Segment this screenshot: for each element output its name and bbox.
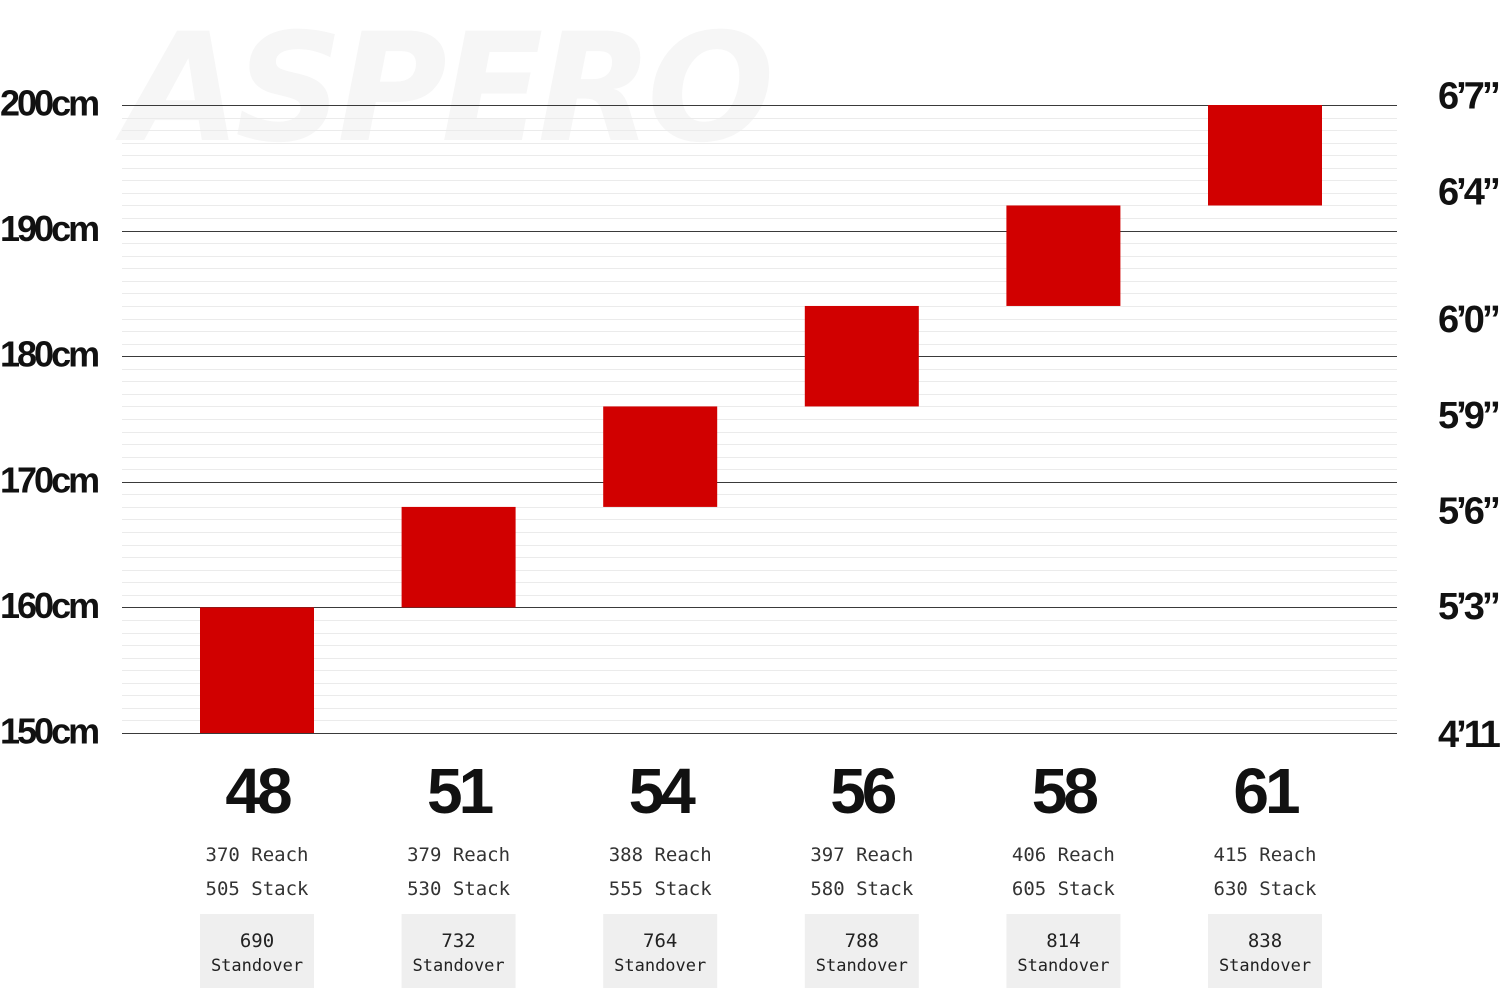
- standover-value: 690: [240, 930, 274, 952]
- reach-value: 370 Reach: [206, 844, 309, 866]
- reach-value: 397 Reach: [810, 844, 913, 866]
- stack-value: 580 Stack: [810, 878, 914, 900]
- standover-box: [1208, 914, 1322, 988]
- frame-size-label: 48: [225, 755, 291, 827]
- right-tick-label: 6’0”: [1438, 299, 1499, 341]
- standover-label: Standover: [211, 956, 303, 976]
- frame-size-label: 61: [1233, 755, 1299, 827]
- right-tick-label: 5’3”: [1438, 586, 1499, 628]
- right-tick-label: 6’7”: [1438, 76, 1499, 118]
- major-gridlines: [122, 105, 1397, 734]
- reach-value: 388 Reach: [609, 844, 712, 866]
- standover-value: 764: [643, 930, 677, 952]
- left-tick-label: 150cm: [0, 711, 98, 752]
- right-tick-label: 6’4”: [1438, 171, 1499, 213]
- height-range-bar: [1208, 105, 1322, 206]
- frame-size-label: 58: [1032, 755, 1098, 827]
- standover-value: 788: [845, 930, 879, 952]
- standover-label: Standover: [614, 956, 706, 976]
- standover-value: 838: [1248, 930, 1282, 952]
- standover-value: 732: [441, 930, 475, 952]
- height-range-bar: [1006, 205, 1121, 306]
- height-range-bars: [200, 105, 1322, 733]
- left-tick-label: 180cm: [0, 334, 98, 375]
- standover-box: [603, 914, 718, 988]
- reach-value: 379 Reach: [407, 844, 510, 866]
- left-axis-cm: 200cm 190cm 180cm 170cm 160cm 150cm: [0, 83, 101, 752]
- standover-label: Standover: [816, 956, 908, 976]
- frame-size-labels: 48 51 54 56 58 61: [225, 755, 1303, 827]
- standover-label: Standover: [1017, 956, 1109, 976]
- minor-gridlines: [122, 118, 1397, 721]
- left-tick-label: 170cm: [0, 459, 98, 500]
- left-tick-label: 160cm: [0, 585, 98, 626]
- frame-size-label: 56: [830, 755, 896, 827]
- height-range-bar: [804, 305, 919, 407]
- right-tick-label: 5’9”: [1438, 395, 1499, 437]
- stack-value: 505 Stack: [206, 878, 310, 900]
- standover-box: [1006, 914, 1121, 988]
- height-range-bar: [603, 406, 718, 507]
- standover-label: Standover: [1219, 956, 1311, 976]
- stack-value: 630 Stack: [1214, 878, 1318, 900]
- brand-watermark: ASPERO: [115, 2, 770, 176]
- standover-box: [401, 914, 516, 988]
- frame-size-label: 51: [427, 755, 493, 827]
- geometry-table: 370 Reach 505 Stack 690 Standover 379 Reach 5…: [200, 844, 1322, 988]
- stack-value: 530 Stack: [407, 878, 511, 900]
- left-tick-label: 200cm: [0, 83, 98, 124]
- height-range-bar: [200, 607, 314, 733]
- reach-value: 406 Reach: [1012, 844, 1115, 866]
- right-tick-label: 4’11”: [1438, 714, 1500, 756]
- height-range-bar: [401, 506, 516, 608]
- stack-value: 605 Stack: [1012, 878, 1116, 900]
- reach-value: 415 Reach: [1214, 844, 1317, 866]
- standover-value: 814: [1046, 930, 1080, 952]
- stack-value: 555 Stack: [609, 878, 713, 900]
- frame-size-label: 54: [629, 755, 697, 827]
- standover-box: [200, 914, 314, 988]
- standover-label: Standover: [413, 956, 505, 976]
- standover-box: [804, 914, 919, 988]
- right-axis-ft: 6’7” 6’4” 6’0” 5’9” 5’6” 5’3” 4’11”: [1438, 76, 1500, 756]
- left-tick-label: 190cm: [0, 208, 98, 249]
- right-tick-label: 5’6”: [1438, 490, 1499, 532]
